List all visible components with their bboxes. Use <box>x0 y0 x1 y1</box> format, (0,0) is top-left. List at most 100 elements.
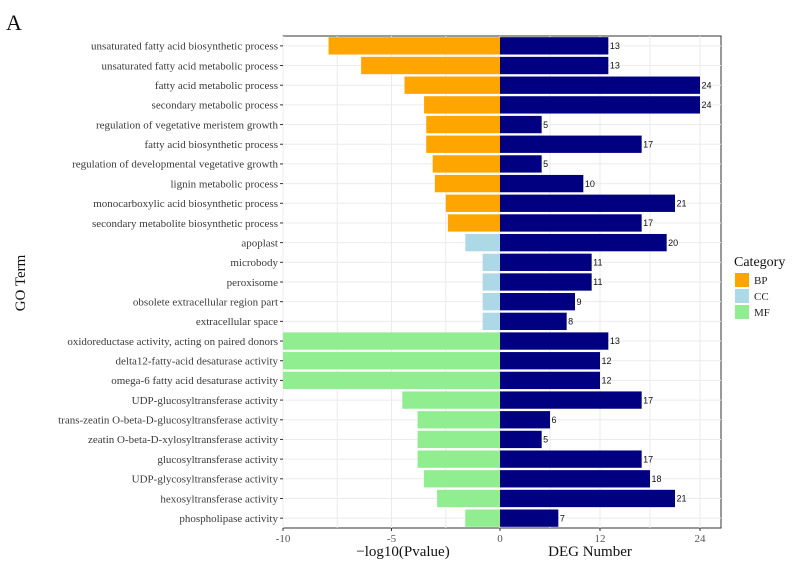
deg-bar <box>500 194 675 212</box>
legend-title: Category <box>734 255 785 270</box>
go-term-label: glucosyltransferase activity <box>157 454 278 466</box>
deg-count-label: 6 <box>552 415 557 425</box>
pvalue-bar <box>426 115 500 134</box>
deg-bar <box>500 253 592 271</box>
deg-count-label: 9 <box>577 297 582 307</box>
deg-count-label: 24 <box>702 100 712 110</box>
deg-bar <box>500 174 584 193</box>
panel-label: A <box>6 10 22 35</box>
deg-bar <box>500 56 609 75</box>
pvalue-bar <box>417 430 500 449</box>
pvalue-bar <box>283 332 500 350</box>
deg-bar <box>500 391 642 409</box>
deg-bar <box>500 371 600 390</box>
bars-layer <box>283 37 700 527</box>
pvalue-bar <box>424 470 500 488</box>
pvalue-bar <box>482 273 500 291</box>
pvalue-bar <box>283 352 500 370</box>
axis-layer: -10 -5 0 12 24 <box>276 45 707 545</box>
pvalue-bar <box>445 194 500 212</box>
right-x-axis-title: DEG Number <box>548 544 632 560</box>
x-tick-label-right: 24 <box>695 533 707 545</box>
pvalue-bar <box>404 76 500 94</box>
deg-bar <box>500 273 592 291</box>
go-term-label: hexosyltransferase activity <box>160 493 278 505</box>
deg-bar <box>500 489 675 508</box>
pvalue-bar <box>482 293 500 311</box>
deg-count-label: 21 <box>677 494 687 504</box>
deg-bar <box>500 470 650 488</box>
deg-bar <box>500 37 609 55</box>
deg-bar <box>500 214 642 232</box>
deg-count-label: 17 <box>643 139 653 149</box>
deg-count-label: 10 <box>585 179 595 189</box>
deg-count-label: 17 <box>643 395 653 405</box>
go-term-label: fatty acid biosynthetic process <box>145 139 279 151</box>
pvalue-bar <box>426 135 500 153</box>
pvalue-bar <box>424 96 500 114</box>
deg-bar <box>500 411 550 429</box>
go-term-label: trans-zeatin O-beta-D-glucosyltransferas… <box>58 415 278 427</box>
deg-bar <box>500 509 559 527</box>
y-axis-title: GO Term <box>13 254 29 311</box>
deg-count-label: 11 <box>593 258 602 268</box>
deg-bar <box>500 293 575 311</box>
deg-count-label: 20 <box>668 238 678 248</box>
labels-layer: 13 unsaturated fatty acid biosynthetic pr… <box>58 41 711 525</box>
go-term-label: fatty acid metabolic process <box>155 80 278 92</box>
pvalue-bar <box>432 155 500 173</box>
deg-count-label: 7 <box>560 513 565 523</box>
pvalue-bar <box>482 312 500 331</box>
go-term-label: apoplast <box>241 237 278 249</box>
go-term-label: microbody <box>230 257 278 269</box>
x-tick-label-left: -10 <box>276 533 291 545</box>
deg-bar <box>500 76 700 94</box>
go-term-label: secondary metabolic process <box>152 100 278 112</box>
go-term-label: monocarboxylic acid biosynthetic process <box>93 198 278 210</box>
go-term-label: secondary metabolite biosynthetic proces… <box>92 218 278 230</box>
go-term-label: phospholipase activity <box>179 513 278 525</box>
pvalue-bar <box>465 233 500 252</box>
deg-count-label: 17 <box>643 454 653 464</box>
legend-label-cc: CC <box>754 291 769 303</box>
go-term-label: UDP-glycosyltransferase activity <box>132 474 279 486</box>
pvalue-bar <box>434 174 500 193</box>
go-term-label: regulation of developmental vegetative g… <box>72 159 278 171</box>
deg-bar <box>500 115 542 134</box>
deg-count-label: 8 <box>568 317 573 327</box>
deg-count-label: 18 <box>652 474 662 484</box>
deg-count-label: 5 <box>543 435 548 445</box>
deg-bar <box>500 332 609 350</box>
go-term-label: peroxisome <box>227 277 278 289</box>
deg-bar <box>500 352 600 370</box>
deg-bar <box>500 96 700 114</box>
go-term-label: lignin metabolic process <box>170 178 278 190</box>
legend-swatch-cc <box>735 289 749 303</box>
legend-swatch-bp <box>735 273 749 287</box>
go-term-label: unsaturated fatty acid metabolic process <box>101 60 278 72</box>
x-tick-label-left: -5 <box>387 533 397 545</box>
deg-count-label: 12 <box>602 356 612 366</box>
deg-count-label: 11 <box>593 277 602 287</box>
go-term-label: regulation of vegetative meristem growth <box>96 119 279 131</box>
pvalue-bar <box>402 391 500 409</box>
pvalue-bar <box>465 509 500 527</box>
deg-count-label: 5 <box>543 159 548 169</box>
left-x-axis-title: −log10(Pvalue) <box>356 544 449 560</box>
pvalue-bar <box>283 371 500 390</box>
deg-bar <box>500 155 542 173</box>
deg-count-label: 5 <box>543 120 548 130</box>
pvalue-bar <box>417 411 500 429</box>
deg-count-label: 21 <box>677 198 687 208</box>
x-tick-label-right: 12 <box>595 533 606 545</box>
deg-count-label: 24 <box>702 80 712 90</box>
go-term-label: UDP-glucosyltransferase activity <box>132 395 279 407</box>
go-term-label: obsolete extracellular region part <box>133 296 278 308</box>
legend: Category BP CC MF <box>734 255 785 319</box>
pvalue-bar <box>328 37 500 55</box>
legend-label-bp: BP <box>754 275 767 287</box>
pvalue-bar <box>447 214 500 232</box>
deg-count-label: 13 <box>610 41 620 51</box>
deg-count-label: 17 <box>643 218 653 228</box>
